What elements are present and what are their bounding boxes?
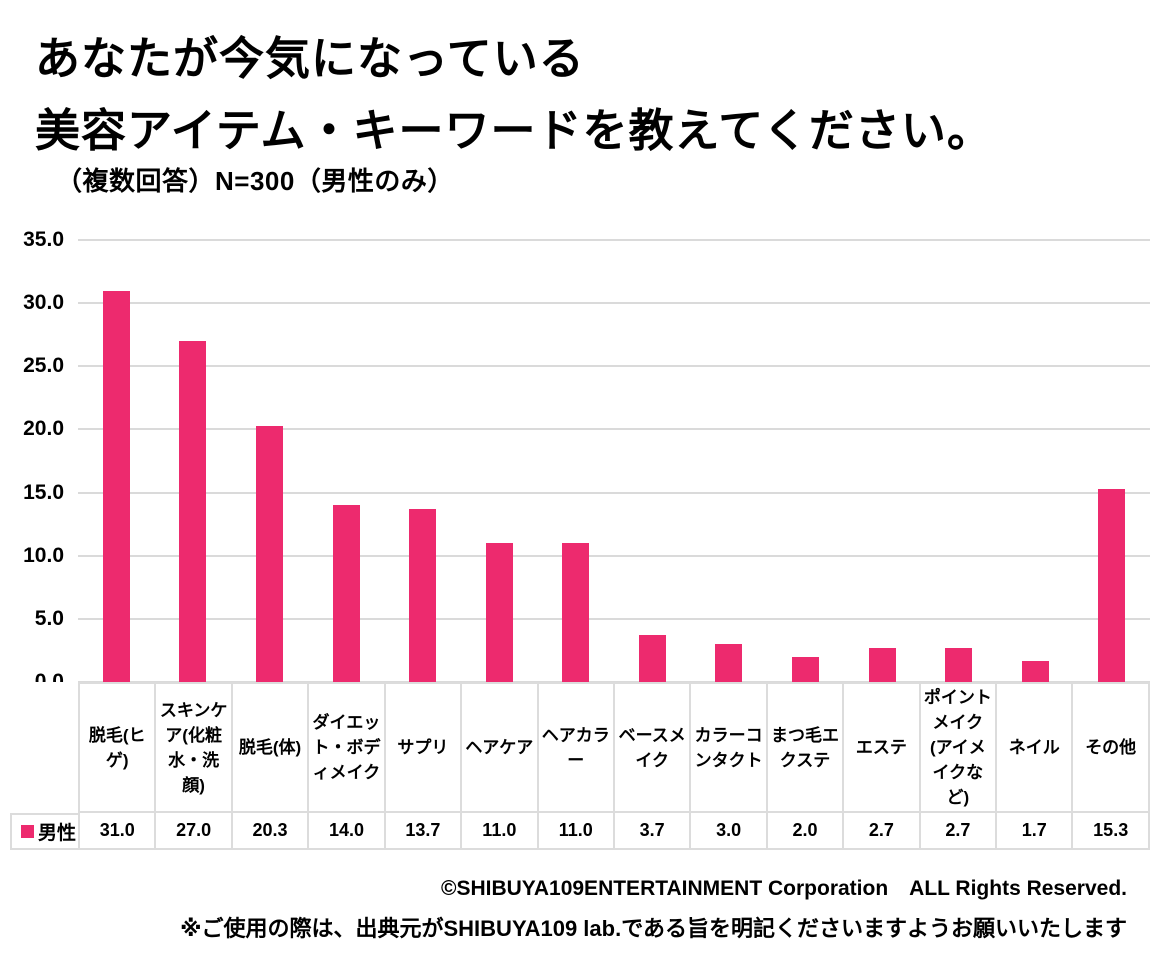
bar-column: [155, 240, 232, 682]
bar-column: [308, 240, 385, 682]
bar-ベースメイク: [638, 635, 666, 682]
value-cell: 11.0: [460, 813, 537, 850]
bar-ダイエット・ボディメイク: [332, 505, 360, 682]
category-header-cell: まつ毛エクステ: [765, 682, 843, 813]
gridline: [78, 302, 1150, 305]
gridline: [78, 617, 1150, 620]
value-cell: 20.3: [230, 813, 308, 850]
bar-ネイル: [1021, 660, 1049, 682]
category-header-cell: ヘアカラー: [536, 682, 613, 813]
plot-area: [78, 239, 1150, 683]
gridline: [78, 491, 1150, 494]
legend-cell: 男性: [10, 813, 78, 850]
value-cell: 2.7: [842, 813, 919, 850]
bars: [78, 240, 1150, 682]
footer-usage-note: ※ご使用の際は、出典元がSHIBUYA109 lab.である旨を明記くださいます…: [180, 916, 1127, 941]
bar-脱毛(体): [255, 425, 283, 682]
category-header-row: 脱毛(ヒゲ) スキンケア(化粧水・洗顔) 脱毛(体) ダイエット・ボディメイク サプリヘ…: [10, 682, 1150, 813]
bar-column: [691, 240, 768, 682]
category-header-cell: ポイントメイク(アイメイクなど): [918, 682, 996, 813]
gridline: [78, 239, 1150, 241]
value-cell: 14.0: [307, 813, 384, 850]
bar-スキンケア(化粧水・洗顔): [179, 341, 207, 682]
bar-column: [1074, 240, 1151, 682]
category-header-cell: ネイル: [995, 682, 1072, 813]
y-tick-label: 30.0: [23, 291, 64, 315]
bar-column: [614, 240, 691, 682]
value-cell: 27.0: [154, 813, 231, 850]
category-header-cell: ヘアケア: [460, 682, 537, 813]
category-header-cell: その他: [1071, 682, 1150, 813]
value-cell: 3.7: [612, 813, 690, 850]
value-cell: 31.0: [78, 813, 155, 850]
gridline: [78, 365, 1150, 368]
y-tick-label: 15.0: [23, 480, 64, 504]
bar-column: [537, 240, 614, 682]
bar-column: [231, 240, 308, 682]
bar-ポイントメイク(アイメイクなど): [945, 647, 973, 682]
category-header-cell: スキンケア(化粧水・洗顔): [154, 682, 231, 813]
bar-まつ毛エクステ: [791, 656, 819, 682]
y-tick-label: 25.0: [23, 354, 64, 378]
bar-脱毛(ヒゲ): [102, 290, 130, 682]
chart-title-line2: 美容アイテム・キーワードを教えてください。: [35, 105, 993, 156]
footer-copyright: ©SHIBUYA109ENTERTAINMENT Corporation ALL…: [440, 877, 1127, 900]
table-corner-spacer: [10, 682, 78, 813]
y-axis-labels: 35.030.025.020.015.010.05.00.0: [0, 228, 70, 693]
value-cell: 2.7: [918, 813, 996, 850]
value-cell: 2.0: [765, 813, 843, 850]
footer: ©SHIBUYA109ENTERTAINMENT Corporation ALL…: [0, 872, 1127, 943]
bar-ヘアケア: [485, 543, 513, 682]
bar-カラーコンタクト: [715, 644, 743, 682]
bar-column: [997, 240, 1074, 682]
gridline: [78, 428, 1150, 431]
category-header-cell: ベースメイク: [612, 682, 690, 813]
chart-title-line1: あなたが今気になっている: [35, 33, 585, 84]
bar-column: [461, 240, 538, 682]
data-table: 脱毛(ヒゲ) スキンケア(化粧水・洗顔) 脱毛(体) ダイエット・ボディメイク サプリヘ…: [10, 682, 1150, 850]
bar-column: [78, 240, 155, 682]
category-header-cell: ダイエット・ボディメイク: [307, 682, 384, 813]
bar-エステ: [868, 647, 896, 682]
bar-column: [844, 240, 921, 682]
legend-marker-icon: [20, 825, 34, 838]
value-row: 男性 31.0 27.0 20.3 14.0 13.7 11.0 11.0 3.7 3.0 2.0…: [10, 813, 1150, 850]
bar-その他: [1098, 488, 1126, 682]
legend-label: 男性: [37, 823, 76, 844]
value-cell: 13.7: [383, 813, 461, 850]
y-tick-label: 35.0: [23, 228, 64, 251]
bar-column: [920, 240, 997, 682]
bar-サプリ: [409, 509, 437, 682]
value-cell: 1.7: [995, 813, 1072, 850]
y-tick-label: 10.0: [23, 543, 64, 567]
bar-ヘアカラー: [562, 543, 590, 682]
category-header-cell: サプリ: [383, 682, 461, 813]
category-header-cell: カラーコンタクト: [689, 682, 766, 813]
category-header-cell: エステ: [842, 682, 919, 813]
category-header-cell: 脱毛(体): [230, 682, 308, 813]
y-tick-label: 20.0: [23, 417, 64, 441]
bar-column: [384, 240, 461, 682]
category-header-cell: 脱毛(ヒゲ): [78, 682, 155, 813]
y-tick-label: 5.0: [34, 606, 64, 630]
chart-subtitle: （複数回答）N=300（男性のみ）: [56, 166, 454, 196]
value-cell: 3.0: [689, 813, 766, 850]
value-cell: 15.3: [1071, 813, 1150, 850]
value-cell: 11.0: [536, 813, 613, 850]
bar-column: [767, 240, 844, 682]
gridline: [78, 554, 1150, 557]
